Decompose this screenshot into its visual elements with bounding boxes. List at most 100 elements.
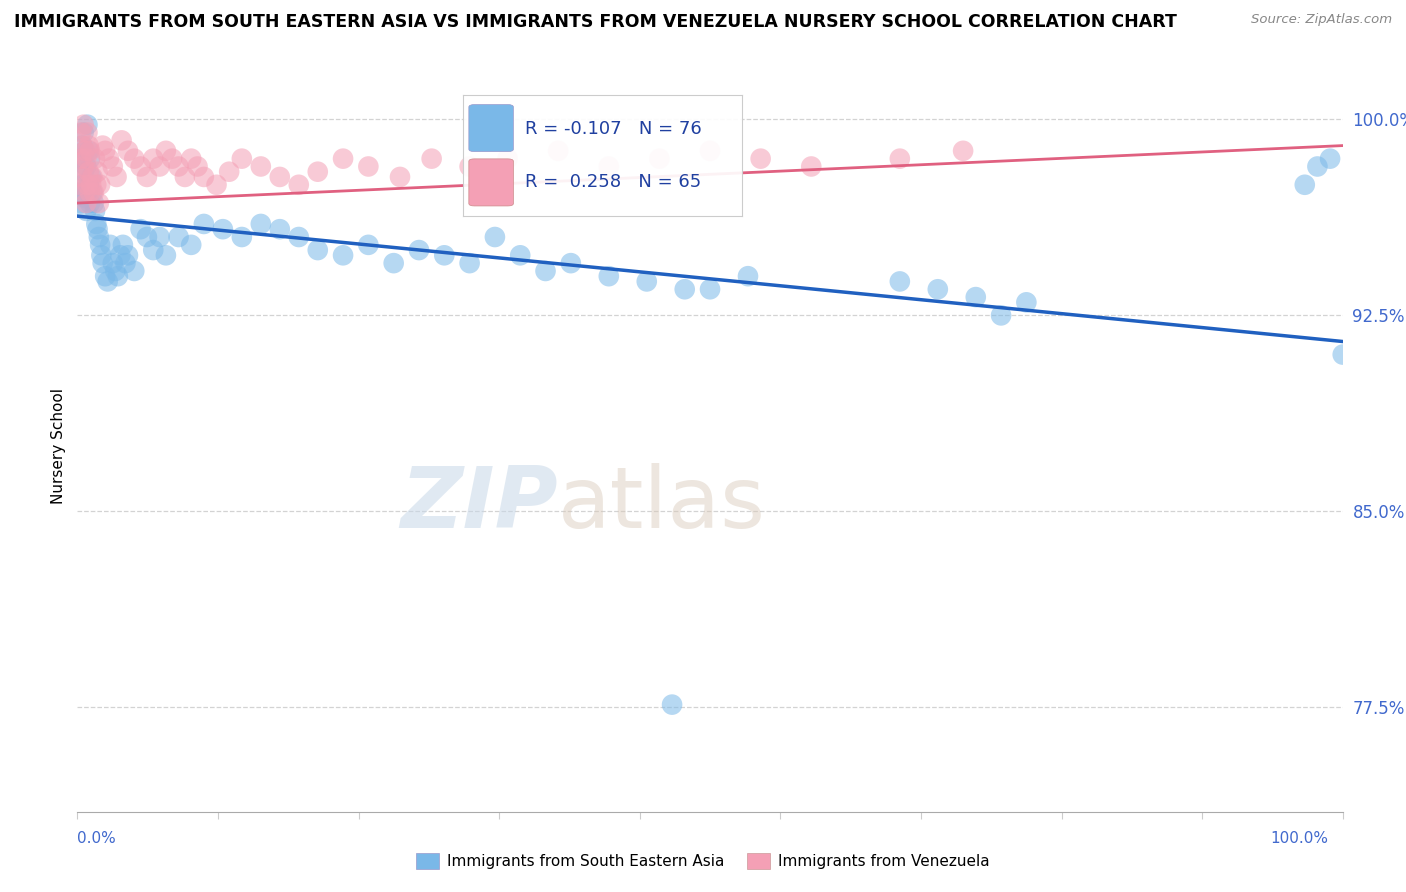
Text: 100.0%: 100.0%: [1271, 831, 1329, 846]
Point: [90, 248, 112, 262]
Point: [117, 248, 139, 262]
Point: [180, 152, 202, 166]
Point: [91, 138, 114, 153]
Point: [111, 238, 134, 252]
Point: [69, 178, 91, 192]
Point: [73, 164, 96, 178]
Point: [110, 248, 132, 262]
Point: [458, 256, 481, 270]
Point: [124, 264, 146, 278]
Point: [77, 144, 100, 158]
Point: [72, 178, 94, 192]
Point: [79, 196, 101, 211]
Point: [98, 152, 120, 166]
Point: [408, 243, 430, 257]
Point: [749, 152, 772, 166]
Point: [72, 169, 94, 184]
Point: [70, 152, 93, 166]
Point: [332, 248, 354, 262]
Point: [287, 230, 309, 244]
Point: [420, 152, 443, 166]
Point: [211, 222, 233, 236]
Point: [76, 126, 98, 140]
Point: [77, 164, 100, 178]
Point: [73, 191, 96, 205]
Point: [231, 230, 253, 244]
Point: [82, 186, 104, 200]
Point: [104, 264, 127, 278]
Point: [205, 178, 228, 192]
Point: [269, 222, 291, 236]
Point: [73, 160, 96, 174]
Point: [86, 164, 108, 178]
Point: [433, 248, 456, 262]
Point: [129, 222, 152, 236]
Point: [1319, 152, 1341, 166]
Point: [89, 238, 111, 252]
Point: [72, 138, 94, 153]
Text: atlas: atlas: [558, 463, 766, 546]
Point: [388, 169, 412, 184]
Point: [107, 269, 129, 284]
Point: [458, 160, 481, 174]
Point: [79, 152, 101, 166]
Point: [77, 138, 100, 153]
Point: [97, 275, 120, 289]
Point: [80, 169, 103, 184]
Point: [598, 160, 620, 174]
Point: [129, 160, 152, 174]
Point: [76, 178, 98, 192]
Point: [269, 169, 291, 184]
Point: [149, 160, 172, 174]
Point: [699, 144, 721, 158]
Point: [193, 217, 215, 231]
Point: [80, 178, 103, 192]
Point: [75, 160, 97, 174]
Point: [70, 152, 93, 166]
Point: [73, 118, 96, 132]
Point: [927, 282, 949, 296]
Point: [218, 164, 240, 178]
Point: [94, 269, 117, 284]
Point: [86, 222, 108, 236]
Point: [800, 160, 823, 174]
Point: [79, 186, 101, 200]
Point: [84, 152, 107, 166]
Text: IMMIGRANTS FROM SOUTH EASTERN ASIA VS IMMIGRANTS FROM VENEZUELA NURSERY SCHOOL C: IMMIGRANTS FROM SOUTH EASTERN ASIA VS IM…: [14, 13, 1177, 31]
Point: [167, 230, 190, 244]
Point: [76, 186, 98, 200]
Point: [94, 144, 117, 158]
Point: [231, 152, 253, 166]
Point: [673, 282, 696, 296]
Point: [193, 169, 215, 184]
Point: [155, 248, 177, 262]
Point: [111, 133, 132, 147]
Point: [101, 160, 124, 174]
Point: [287, 178, 309, 192]
Point: [86, 217, 108, 231]
Point: [737, 269, 759, 284]
Point: [1306, 160, 1329, 174]
Point: [75, 152, 97, 166]
Point: [136, 230, 159, 244]
Text: Source: ZipAtlas.com: Source: ZipAtlas.com: [1251, 13, 1392, 27]
Point: [105, 169, 128, 184]
Point: [382, 256, 405, 270]
Point: [84, 203, 107, 218]
Point: [142, 152, 165, 166]
Point: [1015, 295, 1038, 310]
Point: [98, 238, 121, 252]
Point: [889, 275, 911, 289]
Text: ZIP: ZIP: [401, 463, 558, 546]
Point: [91, 256, 114, 270]
Point: [83, 196, 105, 211]
Point: [73, 144, 96, 158]
Point: [79, 144, 101, 158]
Point: [114, 256, 136, 270]
Point: [87, 196, 110, 211]
Point: [89, 178, 111, 192]
Point: [73, 126, 96, 140]
Point: [357, 238, 380, 252]
Point: [155, 144, 177, 158]
Point: [1331, 348, 1354, 362]
